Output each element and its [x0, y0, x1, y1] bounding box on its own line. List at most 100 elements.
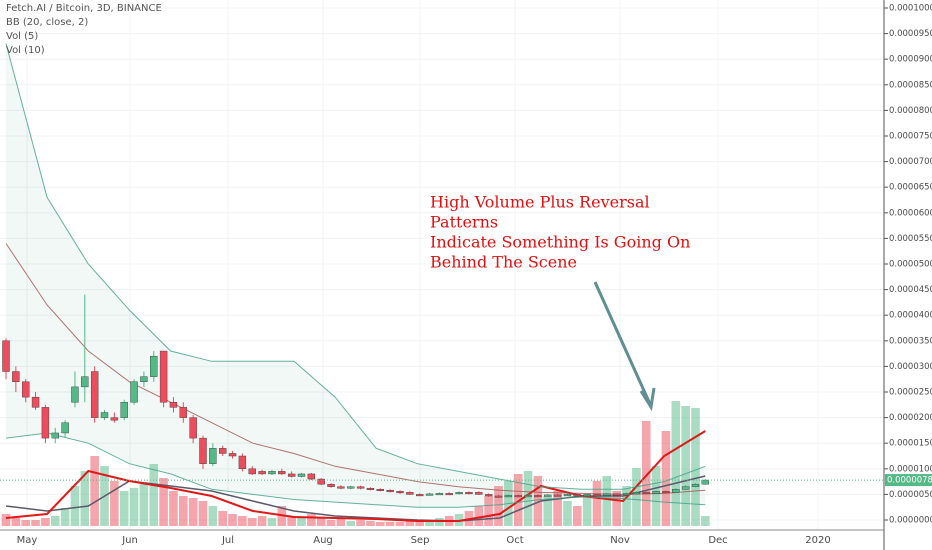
candle-body	[337, 486, 345, 489]
candle-body	[514, 495, 522, 498]
volume-bar	[582, 496, 592, 526]
candle-body	[22, 381, 30, 398]
volume-bar	[474, 506, 484, 526]
candle-body	[435, 493, 444, 496]
x-tick-label: Aug	[313, 535, 333, 546]
candle-body	[140, 376, 148, 382]
candle-body	[445, 493, 453, 496]
y-tick-label: 0.00005500	[889, 234, 932, 244]
volume-bar	[11, 518, 21, 526]
candle-body	[396, 491, 404, 494]
last-price-label: 0.00000780	[887, 476, 932, 486]
candle-body	[356, 486, 365, 489]
candle-body	[366, 488, 375, 490]
candle-body	[347, 486, 355, 489]
candle-body	[691, 483, 700, 487]
volume-bar	[70, 486, 80, 526]
volume-bar	[405, 521, 415, 526]
candle-body	[159, 350, 168, 403]
x-tick-label: Oct	[506, 535, 523, 546]
candle-body	[563, 494, 572, 497]
y-tick-label: 0.00007000	[889, 157, 932, 167]
y-tick-label: 0.00004000	[889, 311, 932, 321]
volume-bar	[484, 496, 493, 526]
indicator-label: BB (20, close, 2)	[6, 17, 88, 28]
candle-body	[169, 402, 178, 408]
candle-body	[603, 493, 611, 496]
volume-bar	[208, 506, 218, 526]
x-tick-label: Nov	[610, 535, 630, 546]
bb-band	[6, 43, 706, 508]
annotation: Behind The Scene	[430, 253, 577, 272]
volume-bar	[395, 522, 405, 526]
volume-bar	[257, 516, 267, 526]
volume-bar	[21, 520, 30, 526]
candle-body	[534, 495, 542, 498]
volume-bar	[129, 488, 139, 526]
candle-body	[268, 471, 276, 475]
volume-bar	[159, 478, 168, 526]
volume-bar	[80, 471, 90, 526]
volume-bar	[425, 520, 434, 526]
y-tick-label: 0.00002000	[889, 413, 932, 423]
candle-body	[544, 494, 552, 497]
volume-bar	[247, 518, 257, 526]
volume-bar	[110, 481, 119, 526]
chart-title: Fetch.AI / Bitcoin, 3D, BINANCE	[6, 3, 162, 14]
volume-bar	[602, 476, 612, 526]
volume-bar	[632, 468, 641, 526]
candle-body	[228, 453, 237, 457]
candle-body	[189, 417, 197, 439]
y-tick-label: 0.00005000	[889, 260, 932, 270]
volume-bar	[31, 520, 40, 526]
candle-body	[238, 455, 247, 470]
volume-bar	[701, 516, 710, 526]
candle-body	[662, 491, 670, 494]
y-tick-label: 0.00007500	[889, 131, 932, 141]
candle-body	[297, 473, 306, 477]
candle-body	[494, 495, 503, 498]
annotation: Indicate Something Is Going On	[430, 233, 690, 252]
candle-body	[287, 473, 296, 477]
annotation-arrow	[593, 281, 652, 405]
y-tick-label: 0.00003000	[889, 362, 932, 372]
candle-body	[652, 491, 660, 494]
candle-body	[327, 483, 335, 487]
candle-body	[484, 494, 493, 497]
volume-bar	[139, 484, 149, 526]
volume-bar	[218, 511, 227, 526]
volume-bar	[366, 521, 375, 526]
volume-bar	[188, 498, 198, 526]
candle-body	[278, 471, 286, 475]
candle-body	[642, 492, 650, 495]
x-tick-label: Jul	[221, 535, 234, 546]
candle-body	[2, 340, 10, 372]
volume-bar	[523, 471, 533, 526]
candle-body	[465, 492, 473, 495]
volume-bar	[316, 518, 326, 526]
y-tick-label: 0.00006500	[889, 183, 932, 193]
volume-bar	[533, 476, 543, 526]
y-tick-label: 0.00000500	[889, 490, 932, 500]
volume-bar	[356, 520, 365, 526]
volume-bar	[1, 514, 11, 526]
volume-bar	[267, 518, 277, 526]
volume-bar	[691, 408, 700, 526]
volume-bar	[671, 401, 681, 526]
x-tick-label: Sep	[411, 535, 430, 546]
candle-body	[583, 494, 591, 497]
volume-bar	[228, 514, 237, 526]
candle-body	[150, 355, 158, 377]
y-tick-label: 0.00003500	[889, 336, 932, 346]
candle-body	[100, 412, 109, 418]
candle-body	[12, 371, 20, 382]
volume-bar	[592, 481, 602, 526]
candle-body	[613, 493, 621, 496]
candle-body	[81, 376, 89, 388]
bb-middle-line	[5, 243, 706, 495]
y-tick-label: 0.00010000	[889, 3, 932, 13]
candle-body	[376, 489, 384, 491]
candle-body	[199, 437, 207, 464]
